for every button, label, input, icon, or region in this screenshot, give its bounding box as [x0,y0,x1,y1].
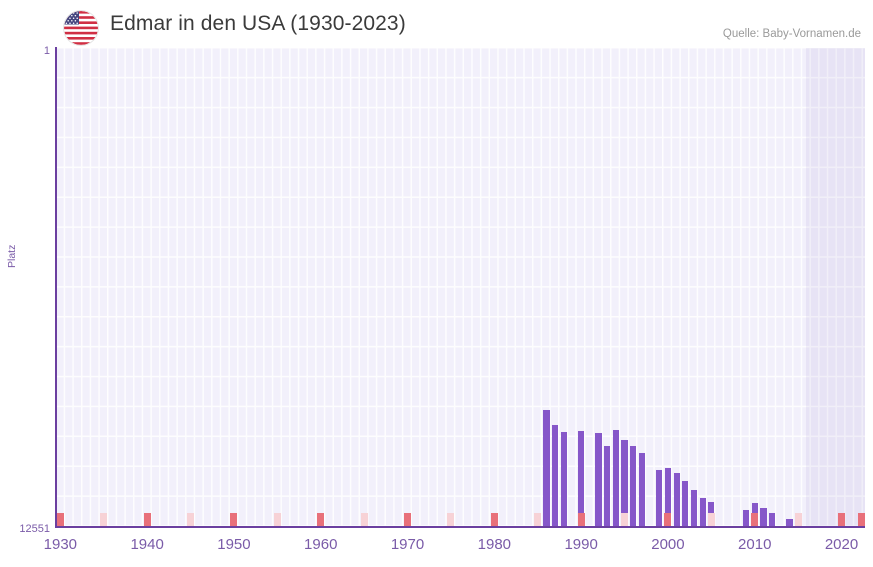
x-tick-1995 [621,513,629,526]
bar-2004 [699,497,706,527]
bar-1988 [560,431,567,527]
chart-plot-area [56,48,865,527]
x-tick-1930 [56,513,64,526]
x-tick-1950 [230,513,238,526]
x-tick-2020 [838,513,846,526]
x-tick-1975 [447,513,455,526]
bar-2000 [664,467,672,527]
x-axis-label-1930: 1930 [43,536,78,553]
bar-2011 [760,508,767,527]
x-tick-end [858,513,865,526]
bar-2002 [682,481,689,527]
bar-1987 [552,425,559,527]
bar-1996 [630,446,637,527]
x-axis-label-1940: 1940 [130,536,164,553]
x-axis-label-2000: 2000 [651,536,685,553]
x-tick-1985 [534,513,542,526]
bar-1994 [612,430,619,527]
x-tick-1940 [143,513,151,526]
y-axis-title: Platz [6,244,18,268]
bar-2003 [690,489,698,527]
x-tick-2010 [751,513,759,526]
x-tick-1945 [187,513,195,526]
x-axis-label-2010: 2010 [738,536,772,553]
recent-years-shaded-band [806,48,865,527]
bar-1993 [604,445,611,527]
x-tick-1980 [490,513,498,526]
x-axis-label-1980: 1980 [477,536,512,553]
x-tick-1960 [317,513,325,526]
x-axis-label-2020: 2020 [824,536,859,553]
y-axis-bottom-tick-label: 12551 [19,523,50,535]
chart-header: Edmar in den USA (1930-2023) Quelle: Bab… [0,0,873,45]
x-axis-label-1990: 1990 [564,536,598,553]
y-axis-labels: 1 12551 [0,0,50,567]
x-tick-2015 [794,513,802,526]
bar-2012 [769,513,776,527]
chart-gridlines [56,48,865,527]
bar-1992 [595,432,602,527]
x-tick-1955 [273,513,281,526]
bar-2014 [786,518,793,527]
bar-1990 [578,430,585,527]
x-tick-1990 [577,513,585,526]
y-axis-top-tick: 1 [0,41,50,59]
bar-2009 [742,509,750,527]
bar-1999 [656,470,663,527]
source-attribution: Quelle: Baby-Vornamen.de [722,28,861,40]
x-tick-1965 [360,513,368,526]
x-axis-tick-marks [56,513,865,527]
x-tick-1935 [100,513,108,526]
x-axis-label-1950: 1950 [217,536,251,553]
y-axis-line [55,47,57,528]
bar-1986 [543,409,550,527]
x-axis-label-1970: 1970 [390,536,425,553]
bar-2001 [673,472,680,527]
y-axis-bottom-tick: 12551 [0,519,50,537]
bar-1997 [638,452,645,527]
x-tick-2005 [707,513,715,526]
x-tick-2000 [664,513,672,526]
x-axis-line [55,526,865,528]
page-title: Edmar in den USA (1930-2023) [110,12,406,35]
us-flag-icon [64,11,98,45]
x-axis-tick-labels: 1930 1940 1950 1960 1970 1980 1990 2000 2010 2020 [0,530,873,560]
x-tick-1970 [404,513,412,526]
y-axis-top-tick-label: 1 [43,45,50,57]
x-axis-label-1960: 1960 [304,536,338,553]
bar-1995 [621,439,628,527]
